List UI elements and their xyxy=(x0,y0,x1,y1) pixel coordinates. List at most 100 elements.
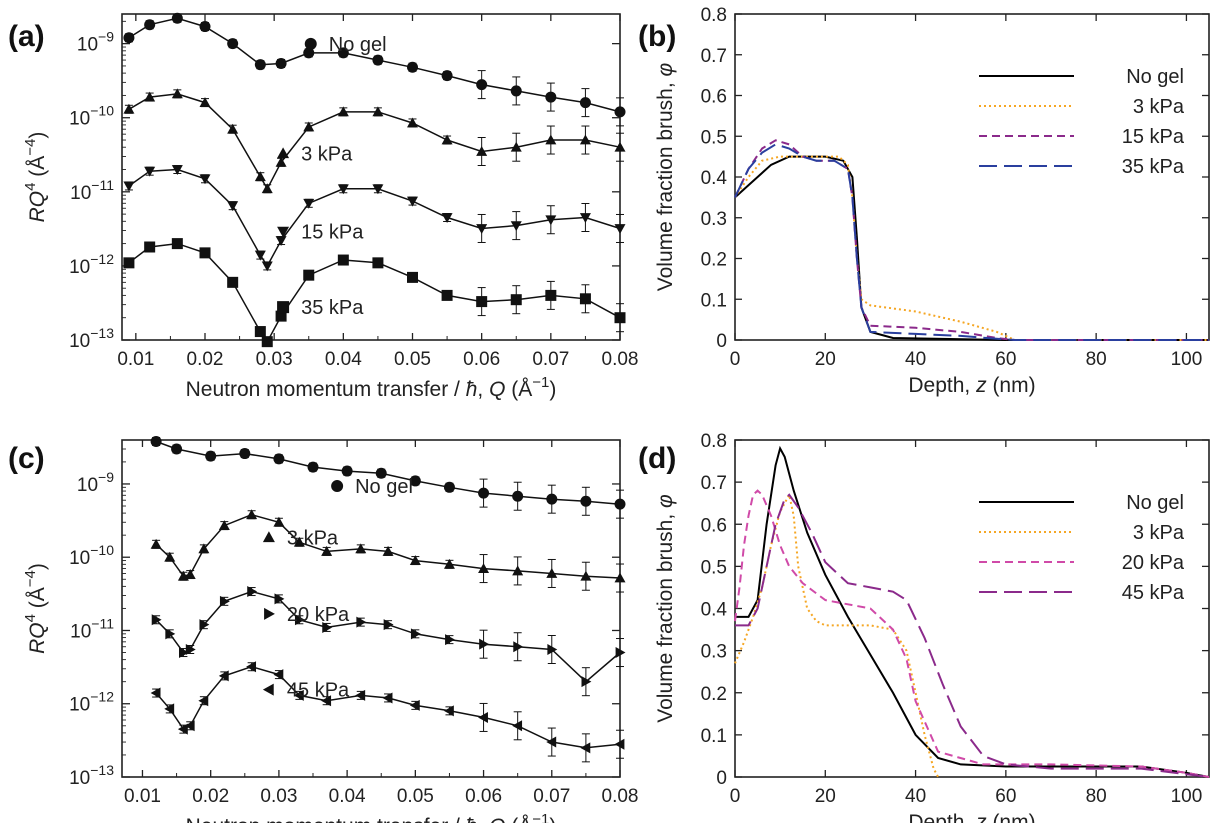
x-axis-label-sep: , xyxy=(477,378,489,401)
y-axis-label-prefix: Volume fraction brush, xyxy=(654,76,677,291)
data-point xyxy=(615,647,626,659)
data-point xyxy=(165,628,176,640)
data-point xyxy=(478,711,488,723)
data-point xyxy=(171,88,183,99)
y-tick-base: 10 xyxy=(69,695,90,716)
x-tick-label: 20 xyxy=(815,786,836,807)
x-tick-label: 0.01 xyxy=(124,786,161,807)
series-label: No gel xyxy=(304,34,387,56)
data-point xyxy=(382,545,394,556)
x-tick-label: 0.05 xyxy=(394,349,431,370)
x-tick-label: 0.08 xyxy=(602,349,639,370)
data-point xyxy=(441,134,453,145)
data-point xyxy=(372,257,384,269)
x-axis-label-unit: (nm) xyxy=(987,374,1036,397)
data-point xyxy=(198,695,209,707)
series-line-0 xyxy=(734,155,1209,341)
legend-label: 3 kPa xyxy=(1133,522,1185,544)
data-point xyxy=(476,224,488,234)
data-point xyxy=(164,703,175,715)
series-label-text: No gel xyxy=(329,34,387,56)
data-point xyxy=(123,257,135,269)
y-axis-label-exp: 4 xyxy=(22,183,39,191)
data-point xyxy=(254,326,266,338)
data-point xyxy=(164,551,176,562)
x-axis-label-unit-exp: −1 xyxy=(532,374,549,391)
x-tick-label: 20 xyxy=(815,349,836,370)
data-point xyxy=(199,21,211,33)
y-axis-label-var: φ xyxy=(654,494,677,508)
y-tick-exponent: −12 xyxy=(90,251,114,267)
y-axis-label-rq: RQ xyxy=(26,191,49,223)
y-axis-label: RQ4 (Å−4) xyxy=(22,132,49,223)
data-point xyxy=(476,79,488,91)
y-axis-label-exp: 4 xyxy=(22,614,39,622)
y-tick-exponent: −9 xyxy=(98,29,114,45)
x-axis-label-sep: , xyxy=(477,815,489,823)
y-tick-exponent: −10 xyxy=(90,103,114,119)
data-point xyxy=(580,570,592,581)
data-point xyxy=(409,475,421,487)
data-point xyxy=(261,261,273,272)
x-axis-label-prefix: Neutron momentum transfer / xyxy=(186,378,466,401)
x-tick-label: 0.07 xyxy=(533,786,570,807)
legend-label: No gel xyxy=(1126,492,1184,514)
y-tick-base: 10 xyxy=(70,621,91,642)
series-label-text: 45 kPa xyxy=(287,680,350,702)
y-tick-label: 10−13 xyxy=(69,762,114,789)
data-point xyxy=(579,293,591,305)
data-point xyxy=(409,699,420,711)
series-label-marker xyxy=(262,531,275,543)
data-point xyxy=(512,490,524,502)
data-point xyxy=(293,689,304,701)
series-label-text: 15 kPa xyxy=(301,222,364,244)
series-line-2 xyxy=(734,139,1209,341)
x-axis-label: Neutron momentum transfer / ħ, Q (Å−1) xyxy=(186,811,557,823)
series-line-0 xyxy=(735,445,1210,778)
y-tick-exponent: −11 xyxy=(91,177,114,193)
panel-label: (d) xyxy=(638,442,676,475)
data-point xyxy=(261,336,273,348)
series-label: 35 kPa xyxy=(277,297,364,319)
y-tick-label: 0.1 xyxy=(701,726,727,747)
y-axis-label-close: ) xyxy=(26,563,49,570)
data-point xyxy=(219,595,230,607)
y-axis-label: Volume fraction brush, φ xyxy=(654,494,677,723)
y-tick-label: 0 xyxy=(716,768,727,789)
x-tick-label: 0.06 xyxy=(463,349,500,370)
data-point xyxy=(383,619,394,631)
y-tick-label: 0.6 xyxy=(701,87,727,108)
data-point xyxy=(441,213,453,224)
data-point xyxy=(510,141,522,152)
data-point xyxy=(579,134,591,145)
y-tick-label: 0.7 xyxy=(701,473,727,494)
x-tick-label: 60 xyxy=(995,349,1016,370)
y-tick-label: 0.5 xyxy=(701,557,727,578)
data-point xyxy=(355,689,366,701)
data-point xyxy=(273,669,284,681)
data-point xyxy=(321,545,333,556)
y-tick-label: 10−9 xyxy=(77,469,114,496)
y-tick-base: 10 xyxy=(69,257,90,278)
data-point xyxy=(356,616,367,628)
y-tick-label: 0.7 xyxy=(701,46,727,67)
x-axis-label-hbar: ħ xyxy=(466,378,478,401)
data-point xyxy=(184,569,196,579)
x-axis-label-unit: (Å xyxy=(505,815,532,823)
series-label-text: 35 kPa xyxy=(301,297,364,319)
data-point xyxy=(407,61,418,73)
data-point xyxy=(614,572,626,583)
data-point xyxy=(171,165,183,176)
data-point xyxy=(199,97,211,108)
data-point xyxy=(199,174,211,185)
data-point xyxy=(261,183,273,194)
data-point xyxy=(171,238,183,250)
series-label-marker xyxy=(331,480,344,493)
data-point xyxy=(254,171,266,182)
data-point xyxy=(275,310,287,322)
y-tick-label: 0.1 xyxy=(701,290,727,311)
data-point xyxy=(144,19,156,31)
y-tick-label: 0.6 xyxy=(701,515,727,536)
x-tick-label: 0 xyxy=(730,786,741,807)
data-point xyxy=(580,495,592,507)
